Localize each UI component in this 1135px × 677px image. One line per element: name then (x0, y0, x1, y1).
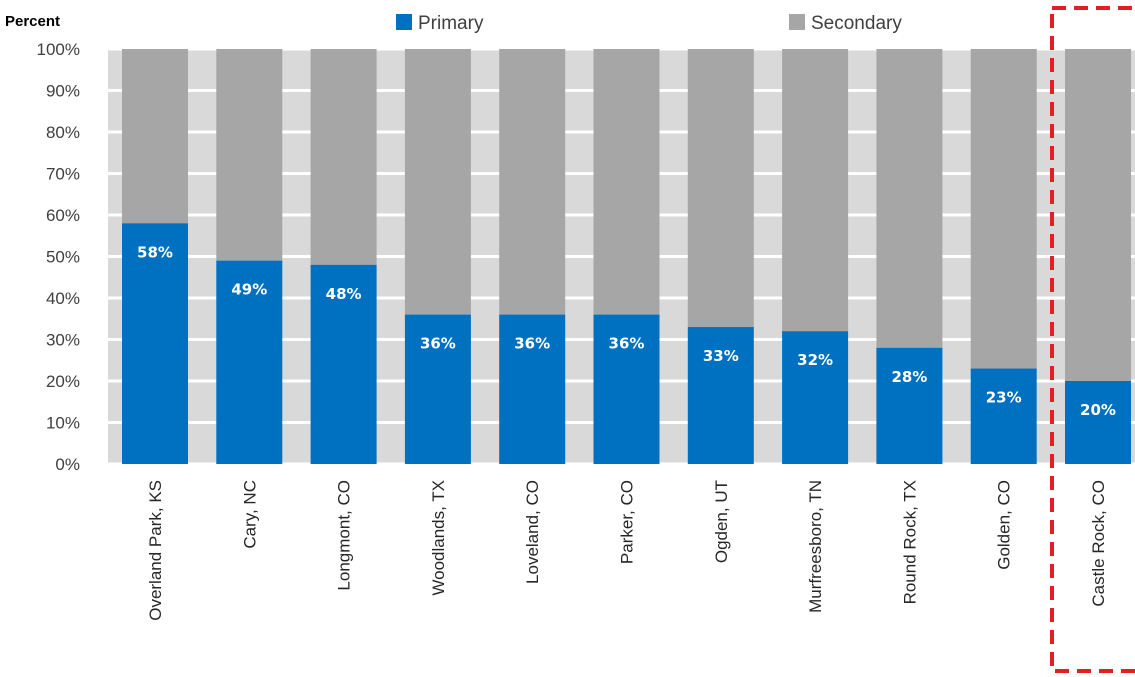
data-label-murfreesboro-tn: 32% (797, 351, 833, 369)
bar-secondary-overland-park-ks (122, 49, 188, 224)
bar-primary-loveland-co (499, 314, 566, 464)
x-tick-label-castle-rock-co: Castle Rock, CO (1089, 480, 1108, 607)
legend-label-secondary: Secondary (811, 13, 902, 34)
y-tick-label: 100% (37, 40, 80, 59)
data-label-woodlands-tx: 36% (420, 335, 456, 353)
y-axis-ticks: 0% 10% 20% 30% 40% 50% 60% 70% 80% 90% 100% (37, 40, 80, 474)
legend: Primary Secondary (396, 13, 902, 34)
y-tick-label: 70% (46, 165, 80, 184)
bar-secondary-castle-rock-co (1065, 49, 1131, 381)
bar-secondary-cary-nc (216, 49, 283, 261)
bar-primary-overland-park-ks (122, 223, 188, 464)
data-label-longmont-co: 48% (326, 285, 362, 303)
data-label-golden-co: 23% (986, 389, 1022, 407)
bar-primary-golden-co (970, 368, 1037, 464)
x-tick-label-woodlands-tx: Woodlands, TX (429, 480, 448, 596)
data-label-castle-rock-co: 20% (1080, 401, 1116, 419)
bar-secondary-murfreesboro-tn (782, 49, 849, 332)
bar-secondary-longmont-co (310, 49, 377, 265)
y-tick-label: 90% (46, 82, 80, 101)
x-tick-label-murfreesboro-tn: Murfreesboro, TN (806, 480, 825, 613)
bar-primary-woodlands-tx (404, 314, 471, 464)
data-label-ogden-ut: 33% (703, 347, 739, 365)
y-tick-label: 80% (46, 123, 80, 142)
x-tick-label-cary-nc: Cary, NC (240, 480, 259, 549)
bar-secondary-woodlands-tx (404, 49, 471, 315)
x-tick-label-longmont-co: Longmont, CO (335, 480, 354, 591)
x-tick-label-overland-park-ks: Overland Park, KS (146, 480, 165, 621)
y-tick-label: 30% (46, 331, 80, 350)
x-tick-label-parker-co: Parker, CO (618, 480, 637, 564)
bar-primary-parker-co (593, 314, 660, 464)
y-axis-label: Percent (5, 13, 60, 30)
x-tick-label-ogden-ut: Ogden, UT (712, 480, 731, 563)
data-label-overland-park-ks: 58% (137, 243, 173, 261)
y-tick-label: 10% (46, 414, 80, 433)
bar-primary-longmont-co (310, 264, 377, 464)
data-label-parker-co: 36% (609, 335, 645, 353)
data-label-cary-nc: 49% (231, 281, 267, 299)
bar-secondary-parker-co (593, 49, 660, 315)
bar-primary-round-rock-tx (876, 347, 943, 464)
x-tick-label-loveland-co: Loveland, CO (523, 480, 542, 584)
y-tick-label: 0% (55, 455, 80, 474)
data-labels: 58% 49% 48% 36% 36% 36% 33% 32% 28% 23% 20% (137, 243, 1116, 419)
y-tick-label: 40% (46, 289, 80, 308)
bar-primary-castle-rock-co (1065, 381, 1131, 464)
bar-primary-cary-nc (216, 260, 283, 464)
data-label-loveland-co: 36% (514, 335, 550, 353)
bar-secondary-golden-co (970, 49, 1037, 369)
bar-primary-ogden-ut (687, 327, 754, 464)
legend-swatch-primary (396, 14, 412, 30)
x-axis-ticks: Overland Park, KS Cary, NC Longmont, CO Woo… (146, 480, 1108, 621)
bar-secondary-ogden-ut (687, 49, 754, 328)
y-tick-label: 50% (46, 248, 80, 267)
y-tick-label: 20% (46, 372, 80, 391)
data-label-round-rock-tx: 28% (891, 368, 927, 386)
bars (122, 49, 1131, 464)
bar-secondary-loveland-co (499, 49, 566, 315)
x-tick-label-round-rock-tx: Round Rock, TX (900, 480, 919, 604)
x-tick-label-golden-co: Golden, CO (995, 480, 1014, 570)
y-tick-label: 60% (46, 206, 80, 225)
legend-label-primary: Primary (418, 13, 484, 34)
highlight-box-castle-rock (1050, 6, 1135, 673)
bar-secondary-round-rock-tx (876, 49, 943, 348)
bar-primary-murfreesboro-tn (782, 331, 849, 464)
legend-swatch-secondary (789, 14, 805, 30)
